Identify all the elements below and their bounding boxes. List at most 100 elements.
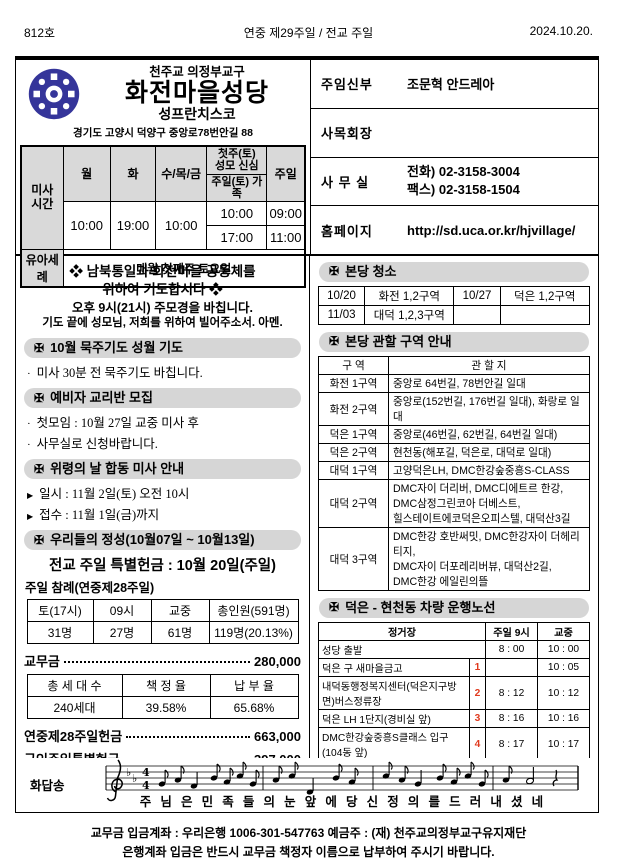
table-row: 구 역 관 할 지 — [318, 356, 590, 375]
table-row: 총 세 대 수 책 정 율 납 부 율 — [26, 674, 299, 698]
mass-time-tue: 19:00 — [109, 201, 157, 251]
table-row: 덕은 구 새마을금고 1 10 : 05 — [318, 658, 590, 677]
mass-time-mon: 10:00 — [62, 201, 111, 251]
mass-header-sat-bottom: 주일(토) 가족 — [206, 173, 268, 203]
week-offering-line: 연중제28주일헌금 663,000 — [24, 729, 301, 745]
mass-header-tue: 화 — [109, 145, 157, 203]
church-identity: 천주교 의정부교구 화전마을성당 성프란치스코 경기도 고양시 덕양구 중앙로7… — [16, 60, 310, 289]
responsorial-psalm-band: 화답송 — [16, 758, 598, 812]
attendance-title: 주일 참례(연중제28주일) — [25, 581, 155, 596]
church-logo-icon — [28, 69, 80, 120]
cross-icon: ✠ — [34, 340, 45, 355]
mass-header-sun: 주일 — [266, 145, 306, 203]
contact-panel: 주임신부 조문혁 안드레아 사목회장 사 무 실 전화) 02-3158-300… — [310, 60, 598, 254]
section-rosary-header: ✠ 10월 묵주기도 성월 기도 — [24, 338, 301, 359]
footer-notice: 교무금 입금계좌 : 우리은행 1006-301-547763 예금주 : (재… — [0, 824, 617, 861]
svg-text:4: 4 — [142, 779, 150, 792]
right-column: ✠ 본당 청소 10/20 화전 1,2구역 10/27 덕은 1,2구역 11… — [310, 256, 598, 758]
memorial-item: ▶ 일시 : 11월 2일(토) 오전 10시 — [27, 487, 190, 502]
mass-header-sat-top: 첫주(토) 성모 신심 — [206, 145, 268, 175]
section-memorial-header: ✠ 위령의 날 합동 미사 안내 — [24, 459, 301, 480]
mass-time-sun-pm: 11:00 — [266, 225, 306, 251]
liturgical-title: 연중 제29주일 / 전교 주일 — [243, 26, 374, 40]
contact-row-council-chair: 사목회장 — [311, 109, 598, 158]
mass-header-wed: 수/목/금 — [155, 145, 208, 203]
contact-row-homepage: 홈페이지 http://sd.uca.or.kr/hjvillage/ — [321, 222, 576, 239]
responsorial-label: 화답송 — [30, 778, 65, 793]
church-name: 화전마을성당 — [124, 78, 269, 107]
staff-lines — [105, 765, 579, 791]
dotted-leader — [63, 661, 250, 664]
gyomugeum-line: 교무금 280,000 — [24, 654, 301, 670]
issue-number: 812호 — [20, 24, 60, 41]
dot-bullet-icon: · — [27, 418, 31, 431]
contact-row-pastor: 주임신부 조문혁 안드레아 — [311, 60, 598, 109]
columns-band: ❖ 남북통일과 화전마을 공동체를 위하여 기도합시다 ❖ 오후 9시(21시)… — [16, 256, 598, 758]
mass-time-sat-am: 10:00 — [206, 201, 268, 227]
dot-bullet-icon: · — [27, 368, 31, 381]
household-table: 총 세 대 수 책 정 율 납 부 율 240세대 39.58% 65.68% — [26, 674, 299, 720]
left-column: ❖ 남북통일과 화전마을 공동체를 위하여 기도합시다 ❖ 오후 9시(21시)… — [16, 256, 310, 758]
bus-route-table: 정거장 주일 9시 교중 성당 출발 8 : 00 10 : 00 덕은 구 새마을… — [318, 622, 590, 758]
cross-icon: ✠ — [329, 264, 340, 279]
mass-header-mon: 월 — [62, 145, 111, 203]
zones-table: 구 역 관 할 지 화전 1구역 중앙로 64번길, 78번안길 일대 화전 2… — [318, 356, 590, 591]
table-row: 240세대 39.58% 65.68% — [26, 696, 299, 720]
psalm-lyrics: 주 님 은 민 족 들 의 눈 앞 에 당 신 정 의 를 드 러 내 셨 네 — [140, 794, 546, 809]
cross-icon: ✠ — [34, 461, 45, 476]
table-row: 성당 출발 8 : 00 10 : 00 — [318, 640, 590, 659]
cross-icon: ✠ — [34, 532, 45, 547]
section-zones-header: ✠ 본당 관할 구역 안내 — [319, 332, 589, 352]
bulletin-frame: 천주교 의정부교구 화전마을성당 성프란치스코 경기도 고양시 덕양구 중앙로7… — [15, 56, 599, 813]
unity-prayer-block: ❖ 남북통일과 화전마을 공동체를 위하여 기도합시다 ❖ 오후 9시(21시)… — [42, 264, 283, 330]
dot-bullet-icon: · — [27, 439, 31, 452]
office-fax: 팩스) 02-3158-1504 — [407, 182, 520, 198]
table-row: 대덕 3구역 DMC한강 호반써밋, DMC한강자이 더헤리티지, DMC자이 … — [318, 527, 590, 591]
section-offering-header: ✠ 우리들의 정성(10월07일 ~ 10월13일) — [24, 530, 301, 551]
table-row: DMC한강숲중흥S클래스 입구(104동 앞) 4 8 : 17 10 : 17 — [318, 727, 590, 758]
pastor-name: 조문혁 안드레아 — [407, 77, 495, 93]
table-row: 대덕 1구역 고양덕은LH, DMC한강숲중흥S-CLASS — [318, 461, 590, 480]
music-staff: ♭ ♭ 44 주 님 은 민 족 들 의 눈 앞 에 당 신 정 의 를 드 러 … — [105, 759, 579, 809]
key-time-signature: ♭ ♭ 44 — [126, 766, 150, 792]
mass-time-sat-pm: 17:00 — [206, 225, 268, 251]
contact-row-office: 사 무 실 전화) 02-3158-3004 팩스) 02-3158-1504 — [311, 158, 598, 207]
baptism-label: 유아세례 — [20, 249, 64, 288]
table-row: 정거장 주일 9시 교중 — [318, 622, 590, 641]
svg-text:♭: ♭ — [126, 766, 131, 779]
svg-text:4: 4 — [142, 766, 150, 779]
table-row: 덕은 LH 1단지(경비실 앞) 3 8 : 16 10 : 16 — [318, 709, 590, 728]
treble-clef-icon — [106, 759, 123, 802]
baptism-value: 매월 첫째주 토요일 — [62, 249, 306, 288]
section-bus-header: ✠ 덕은 - 현천동 차량 운행노선 — [319, 598, 589, 618]
attendance-table: 토(17시) 09시 교중 총인원(591명) 31명 27명 61명 119명… — [26, 599, 299, 645]
cross-icon: ✠ — [34, 390, 45, 405]
cross-icon: ✠ — [329, 334, 340, 349]
cross-icon: ✠ — [329, 600, 340, 615]
table-row: 화전 1구역 중앙로 64번길, 78번안길 일대 — [318, 374, 590, 393]
military-offering-line: 군인주일특별헌금 397,000 — [24, 749, 301, 758]
bank-account-line: 교무금 입금계좌 : 우리은행 1006-301-547763 예금주 : (재… — [90, 826, 527, 840]
table-row: 11/03 대덕 1,2,3구역 — [317, 305, 591, 325]
memorial-item: ▶ 접수 : 11월 1일(금)까지 — [27, 508, 160, 523]
table-row: 토(17시) 09시 교중 총인원(591명) — [26, 599, 299, 623]
homepage-url: http://sd.uca.or.kr/hjvillage/ — [407, 222, 576, 238]
catechumen-item: · 사무실로 신청바랍니다. — [27, 437, 158, 452]
top-meta-row: 연중 제29주일 / 전교 주일 812호 2024.10.20. — [20, 24, 597, 41]
diocese-name: 천주교 의정부교구 — [149, 65, 245, 79]
catechumen-item: · 첫모임 : 10월 27일 교중 미사 후 — [27, 416, 199, 431]
section-cleaning-header: ✠ 본당 청소 — [319, 262, 589, 282]
cleaning-table: 10/20 화전 1,2구역 10/27 덕은 1,2구역 11/03 대덕 1… — [317, 286, 591, 325]
arrow-bullet-icon: ▶ — [27, 491, 34, 501]
mass-times-table: 미사 시간 월 화 수/목/금 첫주(토) 성모 신심 주일 주일(토) 가족 — [20, 144, 306, 289]
table-row: 덕은 1구역 중앙로(46번길, 62번길, 64번길 일대) — [318, 425, 590, 444]
office-phone: 전화) 02-3158-3004 — [407, 163, 520, 179]
section-catechumen-header: ✠ 예비자 교리반 모집 — [24, 388, 301, 409]
dotted-leader — [126, 736, 250, 739]
quarter-rest-icon — [552, 769, 559, 787]
table-row: 덕은 2구역 현천동(해포길, 덕은로, 대덕로 일대) — [318, 443, 590, 462]
table-row: 대덕 2구역 DMC자이 더리버, DMC디에트르 한강, DMC삼정그린코아 … — [318, 479, 590, 528]
notes — [157, 761, 559, 796]
rosary-item: · 미사 30분 전 묵주기도 바칩니다. — [27, 366, 203, 381]
payment-instruction-line: 은행계좌 입금은 반드시 교무금 책정자 이름으로 납부하여 주시기 바랍니다. — [122, 844, 495, 859]
